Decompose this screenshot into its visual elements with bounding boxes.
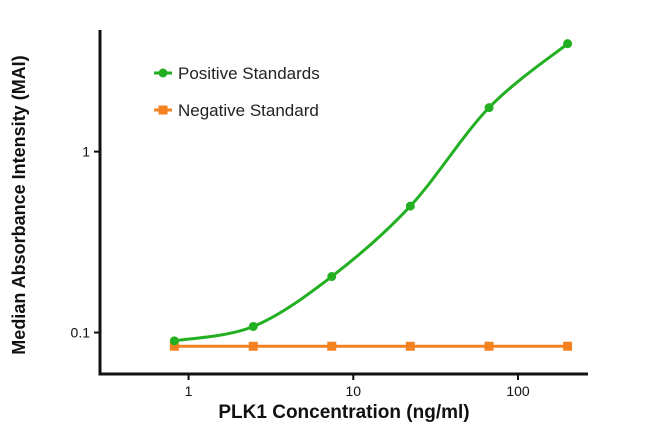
y-tick-label: 0.1 (71, 325, 91, 341)
data-point (405, 341, 415, 351)
data-point (405, 201, 415, 211)
x-tick-label: 100 (506, 383, 530, 399)
x-axis-label: PLK1 Concentration (ng/ml) (218, 402, 469, 423)
data-point (563, 341, 573, 351)
x-tick-label: 1 (185, 383, 193, 399)
legend-marker (158, 105, 168, 115)
data-point (484, 103, 494, 113)
data-point (327, 272, 337, 282)
legend-marker (158, 68, 168, 78)
y-axis-label: Median Absorbance Intensity (MAI) (9, 55, 29, 354)
data-point (563, 39, 573, 49)
x-tick-label: 10 (345, 383, 361, 399)
legend-label: Positive Standards (178, 64, 320, 83)
data-point (248, 321, 258, 331)
legend-label: Negative Standard (178, 101, 319, 120)
y-tick-label: 1 (82, 144, 90, 160)
data-point (169, 341, 179, 351)
data-point (248, 341, 258, 351)
series-line-0 (174, 42, 569, 343)
data-point (169, 336, 179, 346)
data-point (327, 341, 337, 351)
data-point (484, 341, 494, 351)
